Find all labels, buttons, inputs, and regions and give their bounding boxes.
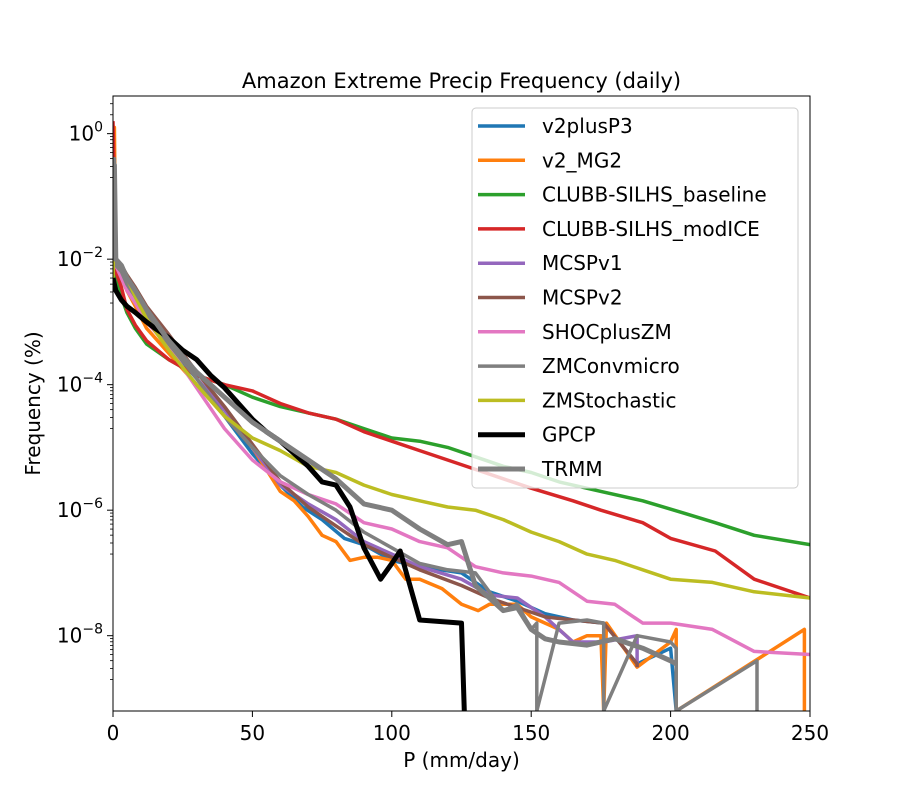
x-tick-label: 50: [240, 721, 265, 745]
x-tick-label: 200: [652, 721, 690, 745]
x-axis-title: P (mm/day): [403, 748, 520, 772]
legend-label: MCSPv2: [542, 286, 623, 310]
y-tick-exponent: −2: [82, 245, 103, 261]
y-tick-label: 10−2: [57, 245, 103, 271]
legend: v2plusP3 v2_MG2 CLUBB-SILHS_baseline CLUBB-…: [471, 107, 799, 489]
y-axis-title: Frequency (%): [21, 331, 45, 475]
legend-label: v2plusP3: [542, 114, 633, 138]
y-tick-exponent: −6: [82, 496, 103, 512]
y-tick-base: 10: [69, 122, 94, 146]
x-tick-label: 0: [107, 721, 120, 745]
series-layer: [113, 121, 810, 711]
legend-label: TRMM: [541, 457, 603, 481]
y-tick-base: 10: [57, 247, 82, 271]
y-tick-label: 100: [69, 120, 103, 146]
y-tick-label: 10−4: [57, 371, 103, 397]
y-tick-label: 10−8: [57, 622, 103, 648]
y-tick-base: 10: [57, 373, 82, 397]
y-tick-exponent: 0: [94, 120, 103, 136]
legend-label: SHOCplusZM: [542, 320, 672, 344]
legend-label: ZMStochastic: [542, 388, 676, 412]
x-tick-label: 150: [512, 721, 550, 745]
chart-title: Amazon Extreme Precip Frequency (daily): [242, 69, 681, 93]
legend-label: MCSPv1: [542, 251, 623, 275]
legend-label: CLUBB-SILHS_baseline: [542, 183, 767, 207]
y-tick-exponent: −8: [82, 622, 103, 638]
y-tick-exponent: −4: [82, 371, 103, 387]
legend-label: CLUBB-SILHS_modICE: [542, 217, 760, 241]
x-tick-label: 100: [373, 721, 411, 745]
legend-label: ZMConvmicro: [542, 354, 680, 378]
x-axis: 0 50 100 150 200 250: [107, 711, 829, 745]
x-tick-label: 250: [791, 721, 829, 745]
legend-label: GPCP: [542, 423, 596, 447]
y-tick-base: 10: [57, 498, 82, 522]
y-tick-label: 10−6: [57, 496, 103, 522]
series-line-clubb-silhs-modice: [113, 121, 810, 600]
series-line-clubb-silhs-baseline: [113, 183, 810, 547]
series-line-shocpluszm: [113, 258, 810, 657]
y-tick-base: 10: [57, 624, 82, 648]
series-line-trmm: [113, 162, 678, 667]
legend-frame: [471, 107, 799, 489]
legend-label: v2_MG2: [542, 148, 622, 172]
